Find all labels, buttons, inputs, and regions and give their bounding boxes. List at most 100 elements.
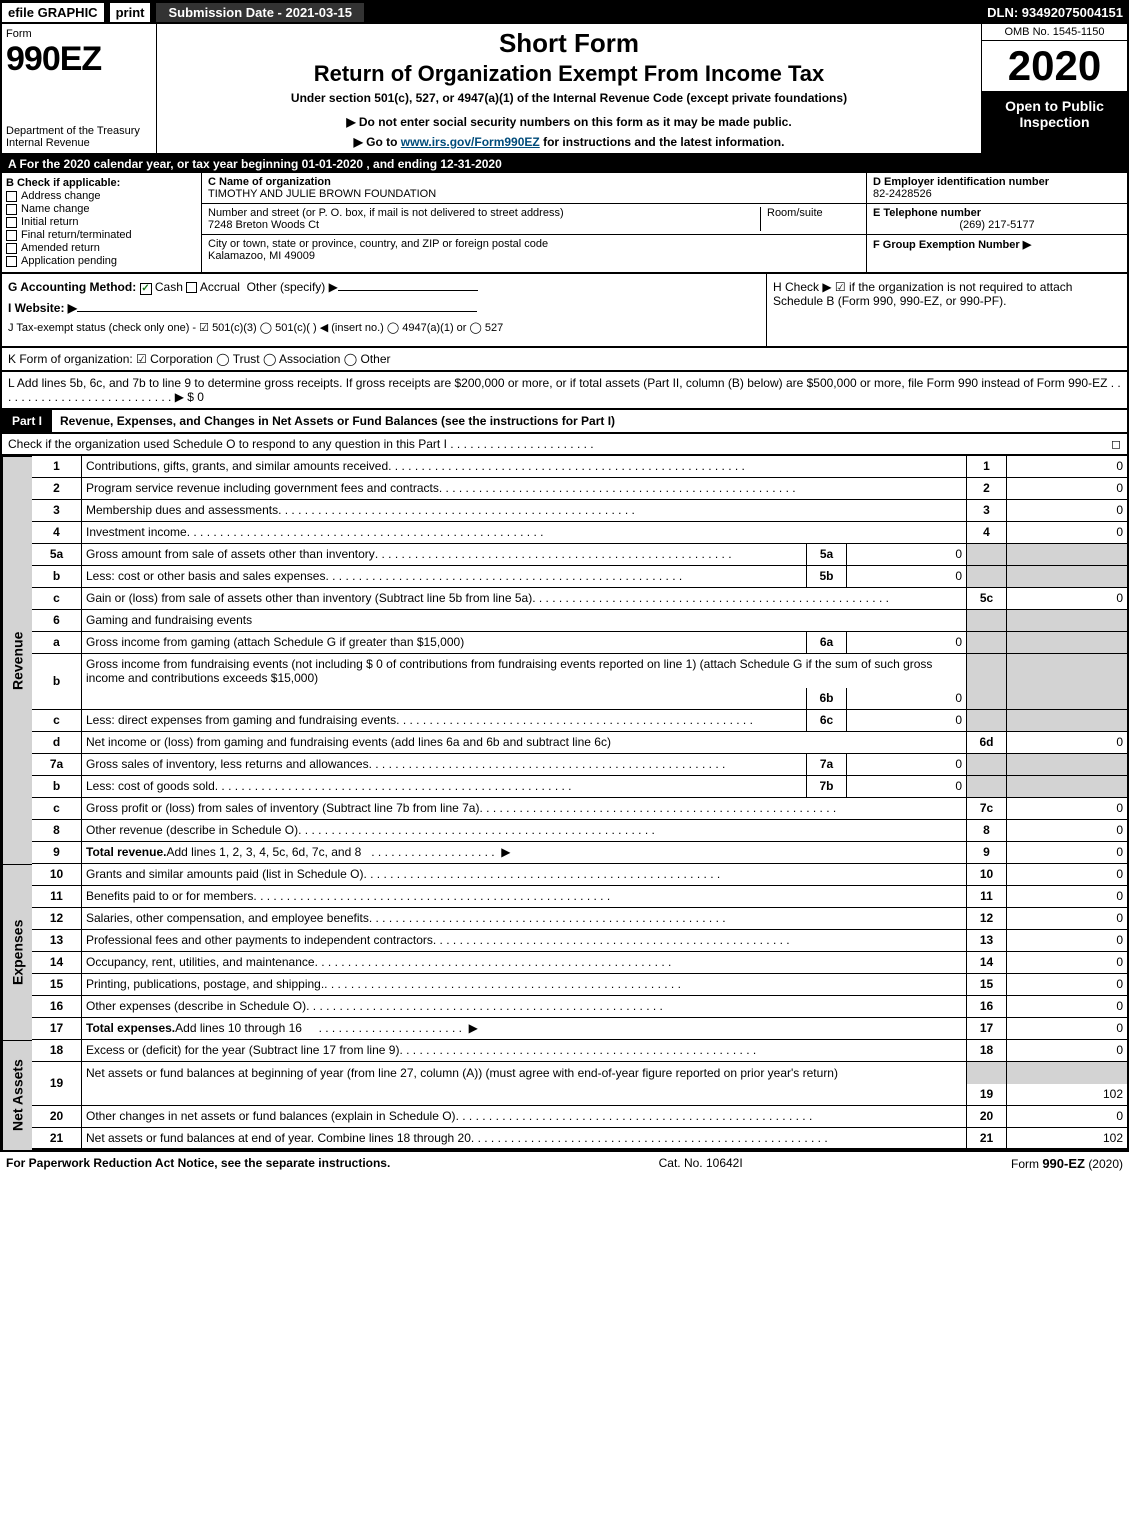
row-i: I Website: ▶ <box>8 301 760 315</box>
line-num: 14 <box>32 952 82 974</box>
section-ghij: G Accounting Method: ✓ Cash Accrual Othe… <box>0 274 1129 348</box>
line-inval: 0 <box>847 566 967 588</box>
print-button[interactable]: print <box>108 1 153 24</box>
schedule-o-checkbox[interactable]: ◻ <box>1111 437 1121 451</box>
line-innum: 5b <box>807 566 847 588</box>
cb-amended-return[interactable]: Amended return <box>6 242 197 254</box>
under-section: Under section 501(c), 527, or 4947(a)(1)… <box>165 91 973 105</box>
line-num: 7a <box>32 754 82 776</box>
line-outnum: 4 <box>967 522 1007 544</box>
line-outval: 0 <box>1007 732 1127 754</box>
line-desc: Benefits paid to or for members <box>82 886 967 908</box>
line-desc: Gain or (loss) from sale of assets other… <box>82 588 967 610</box>
line-outnum: 14 <box>967 952 1007 974</box>
line-desc: Net assets or fund balances at end of ye… <box>82 1128 967 1150</box>
line-desc: Gross income from gaming (attach Schedul… <box>82 632 807 654</box>
line-outnum: 15 <box>967 974 1007 996</box>
line-outnum: 3 <box>967 500 1007 522</box>
line-num: 17 <box>32 1018 82 1040</box>
grey-cell <box>1007 688 1127 710</box>
form-label: Form <box>6 28 152 40</box>
part-title: Revenue, Expenses, and Changes in Net As… <box>52 410 1127 432</box>
grey-cell <box>1007 610 1127 632</box>
line-num: 4 <box>32 522 82 544</box>
tax-year: 2020 <box>982 41 1127 92</box>
line-num: b <box>32 654 82 710</box>
return-title: Return of Organization Exempt From Incom… <box>165 61 973 87</box>
line-outnum: 21 <box>967 1128 1007 1150</box>
line-num: 20 <box>32 1106 82 1128</box>
line-outnum: 18 <box>967 1040 1007 1062</box>
line-num: 12 <box>32 908 82 930</box>
page-footer: For Paperwork Reduction Act Notice, see … <box>0 1150 1129 1175</box>
line-outval: 102 <box>1007 1084 1127 1106</box>
line-num: d <box>32 732 82 754</box>
line-num: c <box>32 798 82 820</box>
line-outnum: 17 <box>967 1018 1007 1040</box>
line-outval: 0 <box>1007 1040 1127 1062</box>
line-num: 10 <box>32 864 82 886</box>
line-num: 6 <box>32 610 82 632</box>
line-num: 3 <box>32 500 82 522</box>
row-k: K Form of organization: ☑ Corporation ◯ … <box>0 348 1129 372</box>
e-label: E Telephone number <box>873 207 981 219</box>
line-num: 18 <box>32 1040 82 1062</box>
checkbox-icon <box>6 217 17 228</box>
line-desc: Printing, publications, postage, and shi… <box>82 974 967 996</box>
checkbox-checked-icon: ✓ <box>140 283 152 295</box>
line-desc: Total revenue. Add lines 1, 2, 3, 4, 5c,… <box>82 842 967 864</box>
line-outval: 0 <box>1007 500 1127 522</box>
line-outval: 0 <box>1007 522 1127 544</box>
grey-cell <box>1007 544 1127 566</box>
line-desc: Less: cost or other basis and sales expe… <box>82 566 807 588</box>
grey-cell <box>967 654 1007 688</box>
top-bar: efile GRAPHIC print Submission Date - 20… <box>0 0 1129 24</box>
grey-cell <box>967 566 1007 588</box>
line-outval: 0 <box>1007 996 1127 1018</box>
part-tab: Part I <box>2 410 52 432</box>
line-innum: 7b <box>807 776 847 798</box>
line-outval: 0 <box>1007 820 1127 842</box>
form-header: Form 990EZ Department of the Treasury In… <box>0 24 1129 155</box>
netassets-sidelabel: Net Assets <box>2 1040 32 1150</box>
line-outval: 102 <box>1007 1128 1127 1150</box>
column-def: D Employer identification number 82-2428… <box>867 173 1127 272</box>
line-num: 1 <box>32 456 82 478</box>
line-outnum: 8 <box>967 820 1007 842</box>
department: Department of the Treasury Internal Reve… <box>6 125 152 149</box>
cb-initial-return[interactable]: Initial return <box>6 216 197 228</box>
line-desc: Program service revenue including govern… <box>82 478 967 500</box>
line-inval: 0 <box>847 710 967 732</box>
part-1-subheader: Check if the organization used Schedule … <box>0 434 1129 456</box>
column-h: H Check ▶ ☑ if the organization is not r… <box>767 274 1127 346</box>
org-address: 7248 Breton Woods Ct <box>208 219 319 231</box>
c-addr-label: Number and street (or P. O. box, if mail… <box>208 207 564 219</box>
note-goto: ▶ Go to www.irs.gov/Form990EZ for instru… <box>165 135 973 149</box>
line-outval: 0 <box>1007 864 1127 886</box>
dln-number: DLN: 93492075004151 <box>987 5 1129 20</box>
cb-application-pending[interactable]: Application pending <box>6 255 197 267</box>
checkbox-icon <box>6 230 17 241</box>
line-desc: Other changes in net assets or fund bala… <box>82 1106 967 1128</box>
line-outval: 0 <box>1007 930 1127 952</box>
cb-name-change[interactable]: Name change <box>6 203 197 215</box>
grey-cell <box>967 710 1007 732</box>
line-num: 5a <box>32 544 82 566</box>
line-num: 13 <box>32 930 82 952</box>
footer-left: For Paperwork Reduction Act Notice, see … <box>6 1156 390 1171</box>
line-desc: Gross profit or (loss) from sales of inv… <box>82 798 967 820</box>
part-1-table: Revenue 1 Contributions, gifts, grants, … <box>0 456 1129 1150</box>
line-outnum: 20 <box>967 1106 1007 1128</box>
part-1-header: Part I Revenue, Expenses, and Changes in… <box>0 410 1129 434</box>
line-inval: 0 <box>847 776 967 798</box>
footer-right: Form 990-EZ (2020) <box>1011 1156 1123 1171</box>
f-label: F Group Exemption Number ▶ <box>873 239 1031 251</box>
line-outnum: 6d <box>967 732 1007 754</box>
grey-cell <box>967 754 1007 776</box>
revenue-sidelabel: Revenue <box>2 456 32 864</box>
cb-final-return[interactable]: Final return/terminated <box>6 229 197 241</box>
irs-link[interactable]: www.irs.gov/Form990EZ <box>401 135 540 149</box>
grey-cell <box>1007 566 1127 588</box>
cb-address-change[interactable]: Address change <box>6 190 197 202</box>
line-desc: Occupancy, rent, utilities, and maintena… <box>82 952 967 974</box>
